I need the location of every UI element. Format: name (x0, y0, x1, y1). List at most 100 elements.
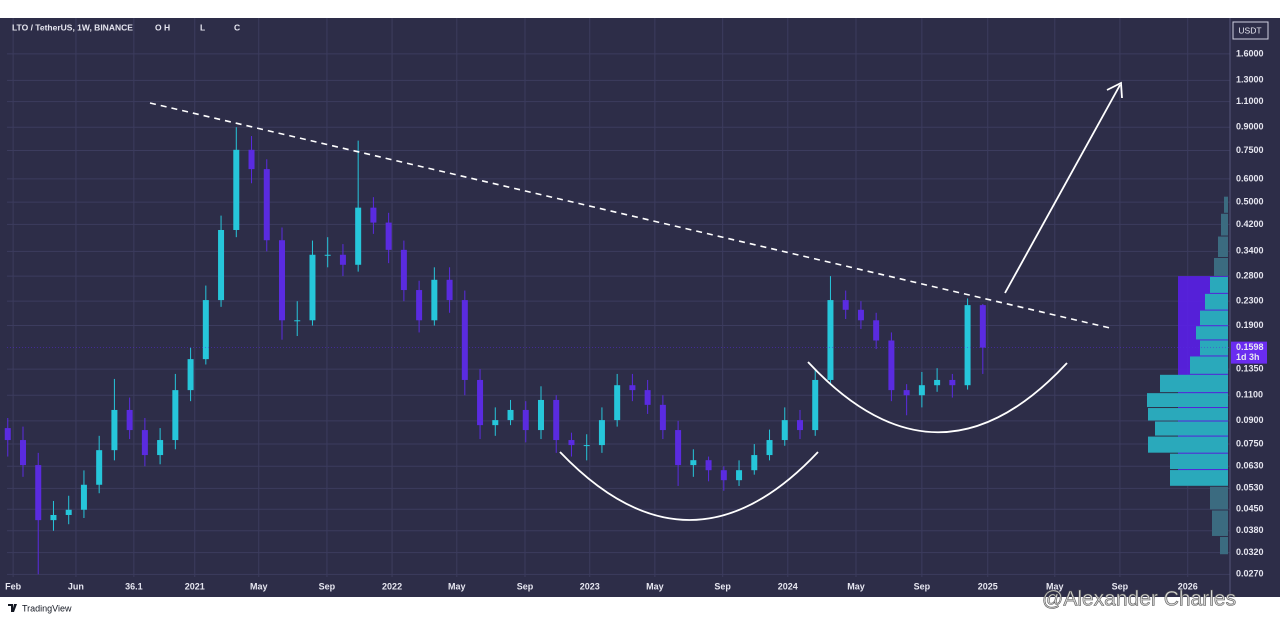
x-tick-label: 2024 (778, 581, 798, 591)
y-tick-label: 0.1100 (1236, 390, 1263, 400)
candle-body (370, 207, 377, 223)
chart-title: LTO / TetherUS, 1W, BINANCE (12, 22, 133, 32)
y-tick-label: 0.0900 (1236, 415, 1264, 425)
candle-body (111, 409, 118, 451)
candle-body (553, 399, 560, 441)
watermark: @Alexander Charles (1042, 588, 1236, 611)
profile-bar (1148, 436, 1228, 453)
x-tick-label: May (448, 581, 466, 591)
x-tick-label: 2021 (185, 581, 205, 591)
x-tick-label: Sep (517, 581, 534, 591)
y-tick-label: 1.1000 (1236, 96, 1264, 106)
profile-bar (1200, 310, 1228, 326)
candle-body (781, 420, 788, 441)
ohlc-label: H (164, 22, 170, 32)
x-tick-label: 2022 (382, 581, 402, 591)
profile-bar (1220, 536, 1228, 555)
candle-body (522, 409, 529, 431)
y-tick-label: 1.6000 (1236, 48, 1264, 58)
candle-body (568, 440, 575, 446)
candle-body (19, 440, 26, 466)
y-tick-label: 0.0380 (1236, 525, 1264, 535)
arrow (1004, 84, 1121, 294)
candle-body (400, 249, 407, 291)
candle-body (766, 440, 773, 456)
x-tick-label: May (1046, 581, 1064, 591)
y-tick-label: 0.0270 (1236, 569, 1264, 579)
countdown: 1d 3h (1236, 352, 1260, 362)
candle-body (751, 455, 758, 471)
y-tick-label: 0.1350 (1236, 363, 1264, 373)
candle-body (309, 254, 316, 321)
profile-bar (1218, 236, 1228, 257)
price-axis (1230, 18, 1280, 597)
x-tick-label: Jun (68, 581, 84, 591)
candle-body (385, 222, 392, 250)
candle-body (827, 300, 834, 380)
candle-body (294, 320, 301, 322)
candle-body (812, 379, 819, 431)
y-tick-label: 0.6000 (1236, 173, 1264, 183)
candle-body (644, 390, 651, 405)
ohlc-label: O (155, 22, 162, 32)
profile-bar (1147, 393, 1228, 408)
candle-body (263, 169, 270, 241)
chart-background (0, 18, 1280, 597)
x-tick-label: Sep (319, 581, 336, 591)
candle-body (918, 385, 925, 396)
candle-body (736, 470, 743, 481)
arrow-head (1106, 81, 1123, 99)
candle-body (949, 379, 956, 386)
candle-body (537, 399, 544, 431)
ohlc-label: L (200, 22, 205, 32)
profile-bar (1155, 421, 1228, 436)
axis-labels: 1.6000 1.3000 1.1000 0.9000 0.7500 0.6000 0.50… (5, 48, 1263, 591)
profile-bar (1224, 196, 1228, 213)
candle-body (126, 409, 133, 431)
profile-bar (1200, 340, 1228, 356)
profile-bar (1196, 326, 1228, 340)
y-tick-label: 0.0750 (1236, 438, 1264, 448)
candle-body (80, 484, 87, 510)
candle-body (492, 420, 499, 426)
last-price-box (1231, 341, 1267, 364)
volume-profile (1147, 196, 1228, 555)
profile-bar (1190, 356, 1228, 374)
profile-bar (1210, 276, 1228, 293)
candle-body (248, 149, 255, 170)
y-tick-label: 0.4200 (1236, 219, 1264, 229)
candle-body (278, 240, 285, 321)
candle-body (96, 450, 103, 485)
y-tick-label: 0.2800 (1236, 270, 1264, 280)
candle-body (659, 404, 666, 431)
candle-body (720, 470, 727, 481)
candle-body (675, 430, 682, 466)
y-tick-label: 0.3400 (1236, 246, 1264, 256)
y-tick-label: 0.1900 (1236, 320, 1264, 330)
profile-bar (1170, 470, 1228, 486)
candle-body (339, 254, 346, 265)
candle-body (202, 300, 209, 360)
footer (0, 597, 1280, 621)
y-tick-label: 0.0630 (1236, 461, 1264, 471)
y-tick-label: 0.0530 (1236, 483, 1264, 493)
grid (7, 18, 1230, 577)
x-tick-label: Sep (1112, 581, 1129, 591)
brand: TradingView (22, 603, 72, 613)
candle-body (35, 465, 42, 521)
profile-bar (1214, 257, 1228, 276)
candle-body (705, 460, 712, 471)
y-tick-label: 0.5000 (1236, 197, 1264, 207)
candle-body (796, 420, 803, 431)
candle-body (690, 460, 697, 466)
candle-body (431, 279, 438, 321)
candle-body (50, 514, 57, 521)
last-price: 0.1598 (1236, 342, 1264, 352)
x-tick-label: Sep (914, 581, 931, 591)
currency: USDT (1238, 25, 1261, 35)
profile-bar (1210, 486, 1228, 510)
y-tick-label: 0.7500 (1236, 145, 1264, 155)
candles (4, 127, 986, 575)
